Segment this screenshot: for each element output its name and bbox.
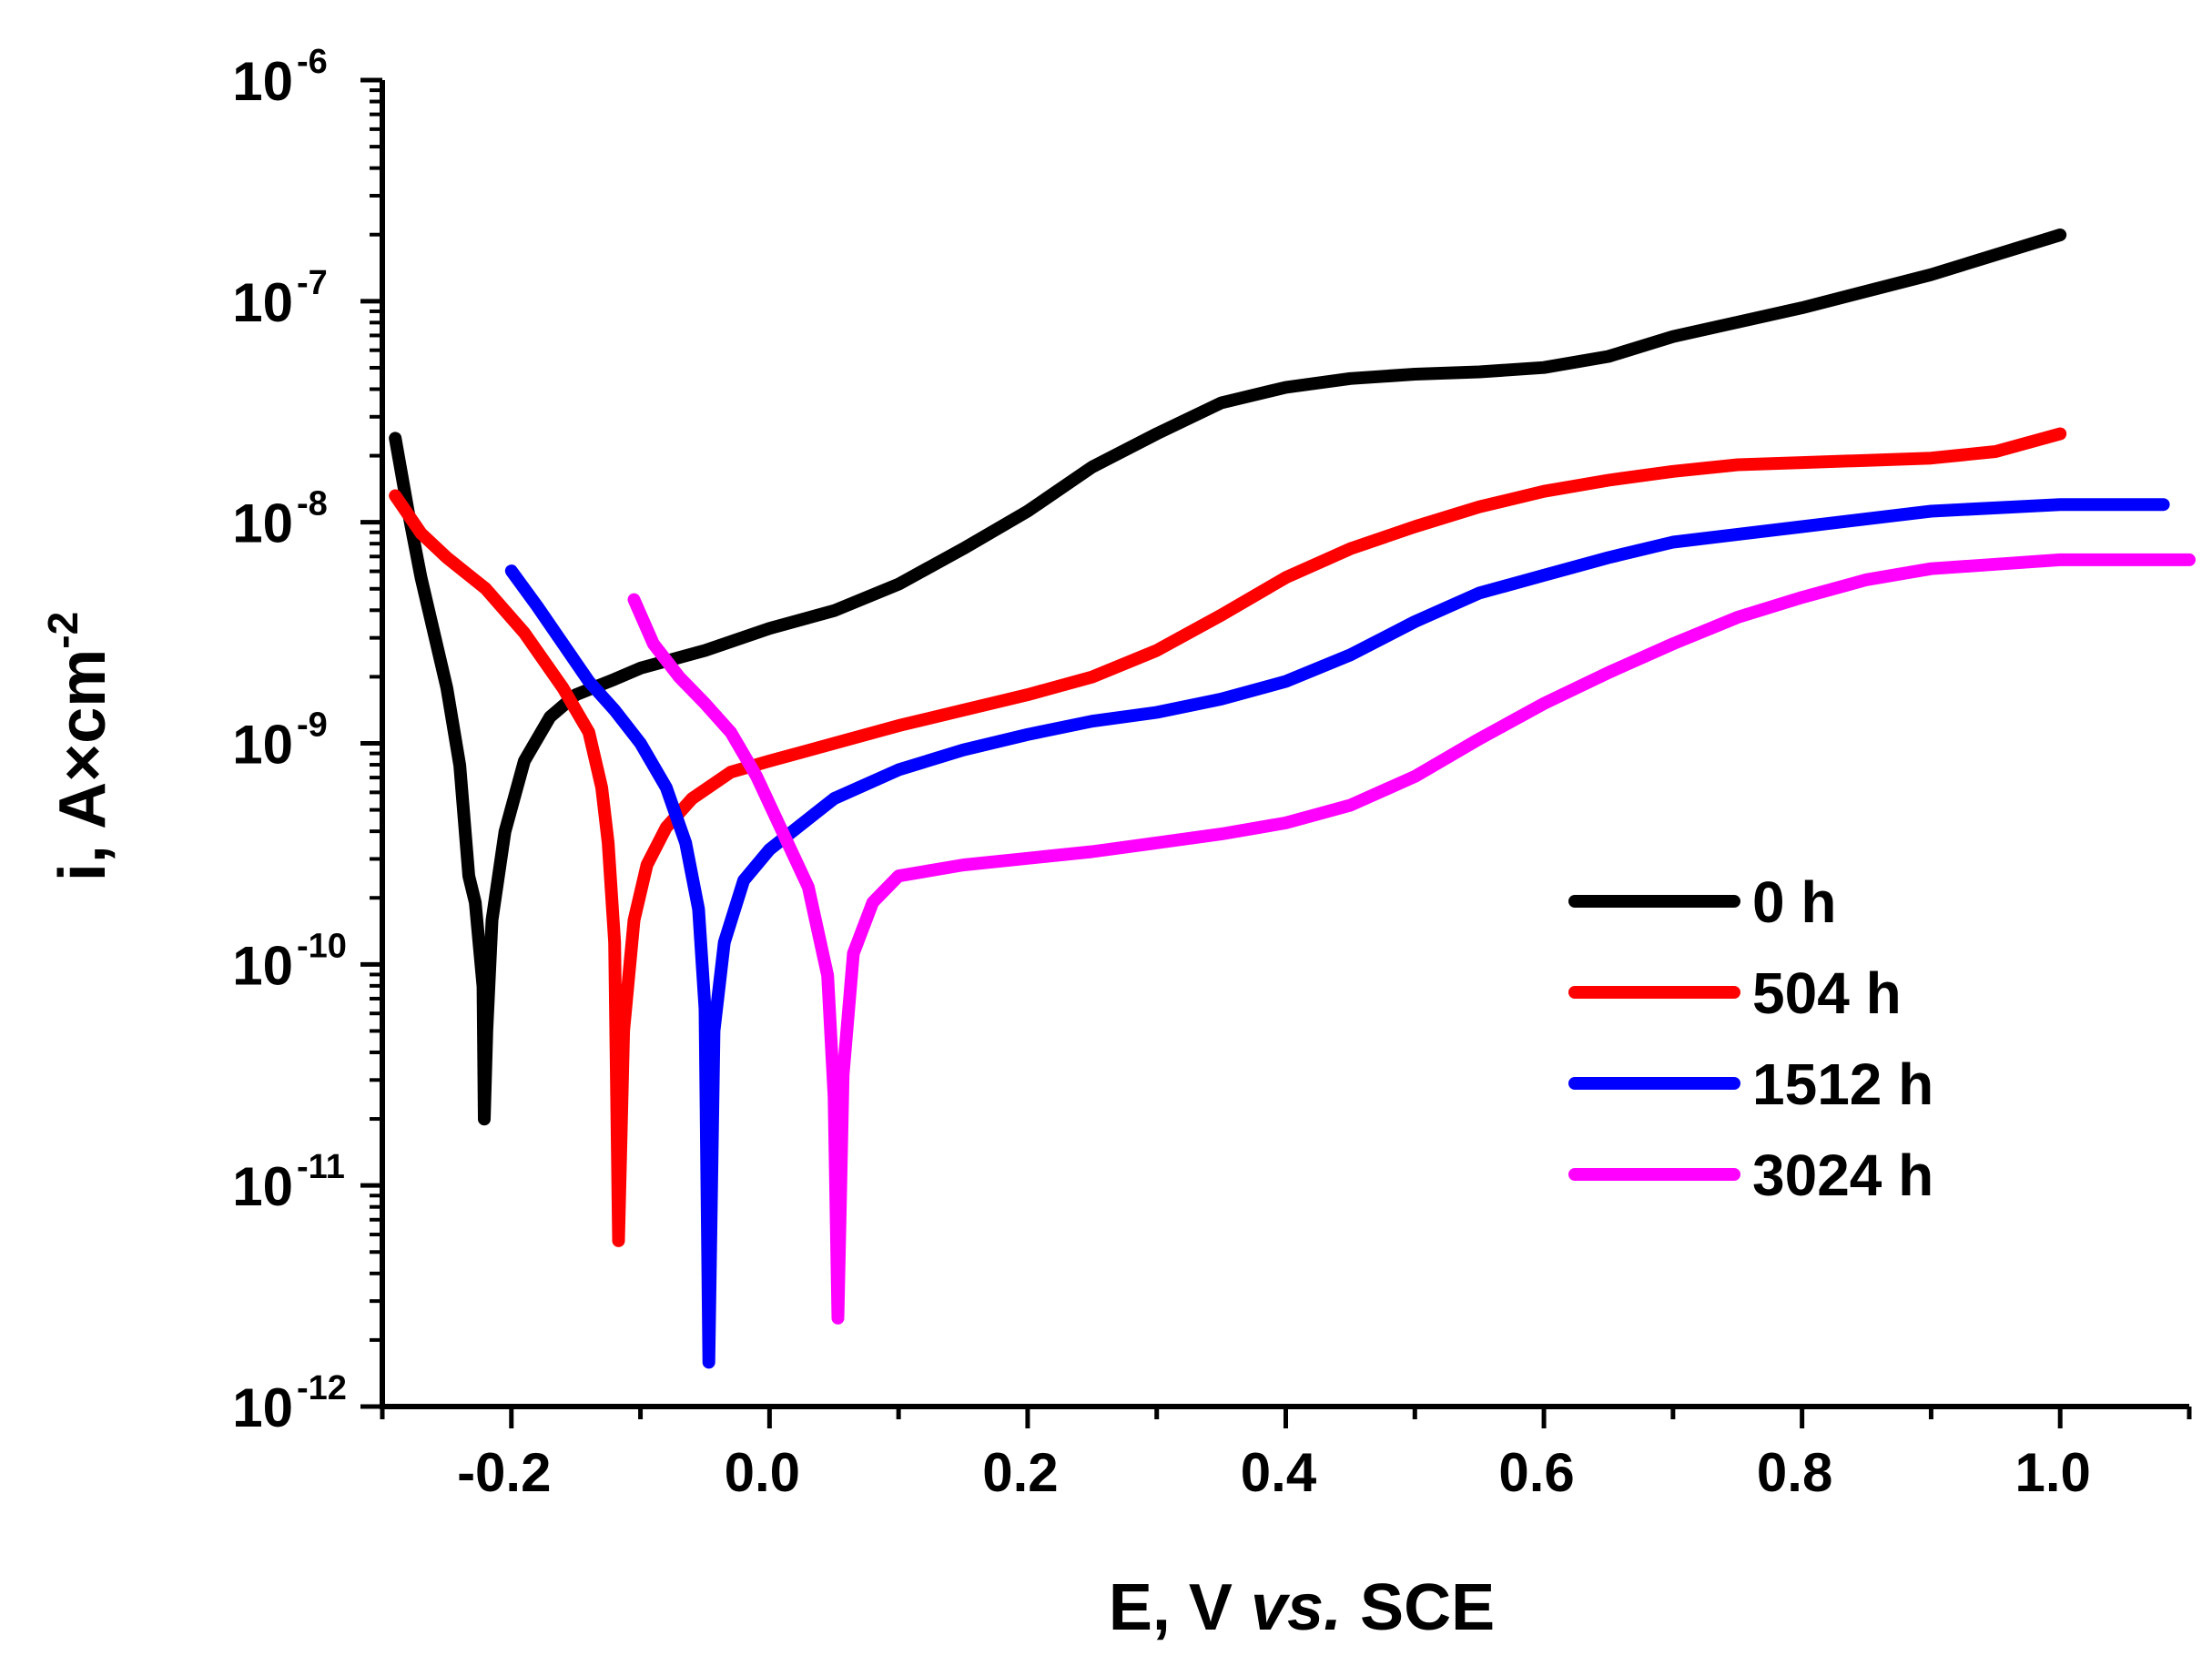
x-axis-title-italic: vs. [1251,1571,1342,1644]
legend-label-4: 3024 h [1752,1143,1933,1208]
y-axis-title-superscript: -2 [39,612,86,649]
y-tick-exponent: -10 [297,927,347,965]
series-line-1 [389,229,2067,1126]
legend-label-1: 0 h [1752,869,1836,935]
series-line-2 [389,427,2067,1247]
x-tick-label: 0.8 [1757,1442,1832,1503]
x-tick-label: 0.0 [725,1442,800,1503]
x-tick-label: 0.4 [1241,1442,1317,1503]
y-tick-exponent: -8 [297,485,328,523]
y-tick-label: 10 [232,51,293,112]
y-tick-exponent: -11 [297,1148,345,1186]
y-tick-label: 10 [232,272,293,333]
y-tick-exponent: -7 [297,264,328,302]
x-ticks: -0.2 0.0 0.2 0.4 0.6 0.8 1.0 [380,1407,2192,1503]
y-axis-title: i, A×cm-2 [39,612,119,881]
y-tick-label: 10 [232,1377,293,1438]
y-tick-exponent: -6 [297,43,328,81]
y-tick-exponent: -12 [297,1369,347,1407]
x-axis-title-part1: E, V [1109,1571,1251,1644]
legend-label-3: 1512 h [1752,1051,1933,1117]
x-tick-label: 0.6 [1498,1442,1574,1503]
y-axis-title-base: i, A×cm [46,649,119,881]
legend-label-2: 504 h [1752,960,1902,1026]
legend: 0 h 504 h 1512 h 3024 h [1568,869,1933,1208]
y-tick-label: 10 [232,715,293,776]
y-tick-label: 10 [232,935,293,996]
y-tick-exponent: -9 [297,706,328,745]
x-axis-title-part3: SCE [1342,1571,1495,1644]
x-axis-title: E, V vs. SCE [1109,1571,1495,1644]
y-tick-label: 10 [232,1156,293,1217]
x-tick-label: 0.2 [982,1442,1058,1503]
plot-area [389,229,2196,1369]
series-line-3 [504,498,2170,1369]
x-tick-label: -0.2 [457,1442,551,1503]
x-tick-label: 1.0 [2015,1442,2091,1503]
y-tick-label: 10 [232,493,293,554]
series-line-4 [627,553,2196,1325]
